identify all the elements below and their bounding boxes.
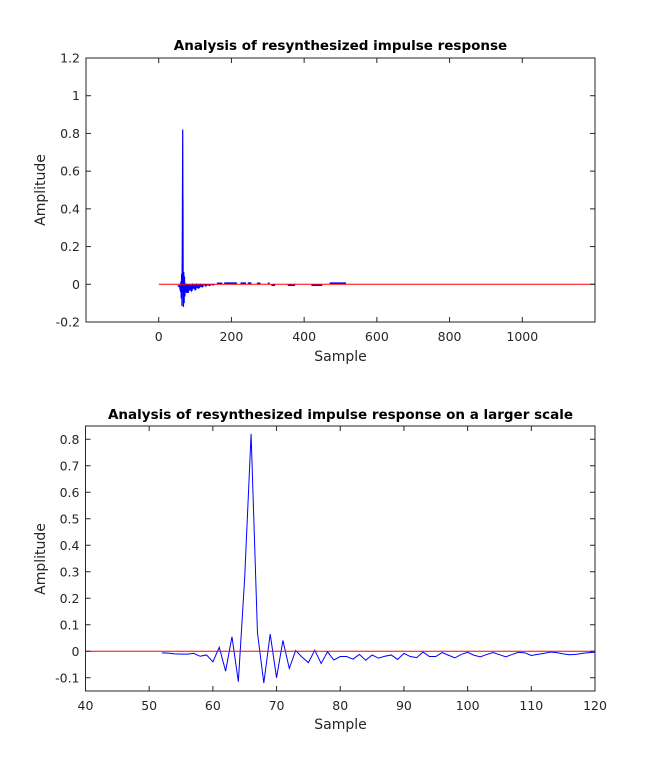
x-tick-label: 200 [219,329,243,344]
x-tick-label: 100 [456,698,480,713]
x-tick-label: 800 [438,329,462,344]
bottom-x-axis-label: Sample [314,717,367,733]
y-tick-label: 0.8 [60,432,80,447]
tail-envelope [183,282,215,297]
top-axes: Analysis of resynthesized impulse respon… [33,38,596,365]
bottom-plot-area [85,433,596,684]
x-tick-label: 40 [78,698,94,713]
y-tick-label: 0.7 [60,458,80,473]
y-tick-label: 0.6 [60,164,80,179]
top-y-axis-label: Amplitude [33,154,49,226]
y-tick-label: 0 [72,644,80,659]
y-tick-label: 0.5 [60,511,80,526]
x-tick-label: 600 [365,329,389,344]
y-tick-label: 0.1 [60,617,80,632]
y-tick-label: 0.3 [60,564,80,579]
y-tick-label: -0.1 [55,670,79,685]
y-tick-label: 0.4 [60,538,80,553]
impulse-response-line [161,433,596,684]
x-tick-label: 80 [332,698,348,713]
x-tick-label: 110 [519,698,543,713]
y-tick-label: 0.4 [60,201,80,216]
x-tick-label: 1000 [506,329,538,344]
bottom-y-axis-label: Amplitude [33,523,49,595]
y-tick-label: 0.2 [60,591,80,606]
top-axis-ticks: 0 200 400 600 800 1000 -0.2 0 0.2 0.4 0.6 0.8 1 1.2 [56,51,595,344]
y-tick-label: 0.8 [60,126,80,141]
impulse-response-line [177,129,203,307]
x-tick-label: 50 [141,698,157,713]
top-plot-area [158,129,595,307]
bottom-chart-title: Analysis of resynthesized impulse respon… [108,407,573,423]
y-tick-label: 0.6 [60,485,80,500]
top-x-axis-label: Sample [314,349,367,365]
top-chart-title: Analysis of resynthesized impulse respon… [174,38,507,54]
bottom-axis-ticks: 40 50 60 70 80 90 100 110 120 -0.1 0 0.1 0.2 0.3 0.4 0.… [55,426,607,713]
y-tick-label: 1 [72,88,80,103]
x-tick-label: 60 [205,698,221,713]
x-tick-label: 90 [396,698,412,713]
y-tick-label: 1.2 [60,51,80,66]
y-tick-label: -0.2 [56,315,80,330]
y-tick-label: 0.2 [60,239,80,254]
x-tick-label: 400 [292,329,316,344]
x-tick-label: 120 [583,698,607,713]
x-tick-label: 70 [269,698,285,713]
y-tick-label: 0 [72,277,80,292]
bottom-axes: Analysis of resynthesized impulse respon… [33,407,607,733]
x-tick-label: 0 [155,329,163,344]
top-axes-box [85,57,596,323]
